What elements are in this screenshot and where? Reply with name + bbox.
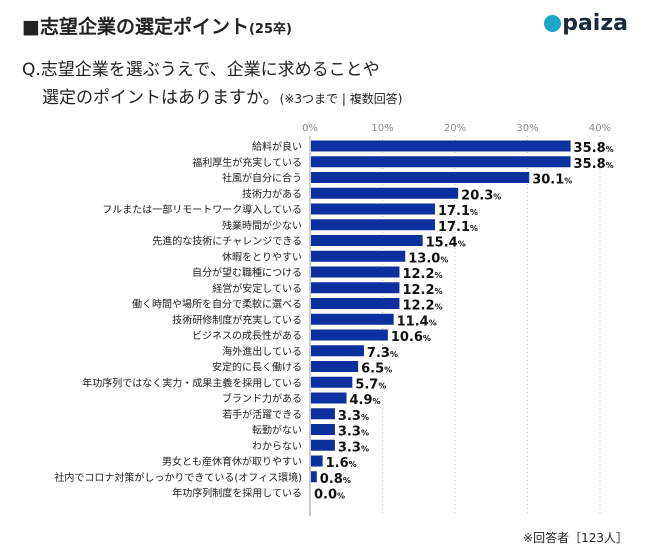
question-line2: 選定のポイントはありますか。 bbox=[42, 88, 280, 108]
paiza-logo: paiza bbox=[544, 11, 628, 36]
bar bbox=[311, 376, 353, 388]
category-label: フルまたは一部リモートワーク導入している bbox=[102, 203, 302, 216]
category-label: 海外進出している bbox=[222, 345, 302, 358]
logo-text: paiza bbox=[562, 11, 628, 36]
bar bbox=[311, 298, 400, 309]
bar bbox=[311, 455, 323, 467]
category-label: 男女とも産休育休が取りやすい bbox=[162, 455, 302, 468]
x-tick-label: 30% bbox=[516, 123, 538, 134]
category-label: 社風が自分に合う bbox=[222, 172, 302, 185]
data-label: 0.8% bbox=[320, 472, 351, 487]
data-label: 10.6% bbox=[391, 330, 431, 345]
data-label: 3.3% bbox=[338, 440, 369, 455]
bar bbox=[311, 219, 435, 231]
bar bbox=[311, 439, 335, 451]
data-label: 17.1% bbox=[438, 204, 478, 219]
x-tick-label: 10% bbox=[371, 123, 393, 134]
category-label: わからない bbox=[252, 440, 302, 452]
category-label: 福利厚生が充実している bbox=[192, 156, 302, 169]
bar bbox=[311, 361, 359, 372]
bar bbox=[311, 329, 388, 341]
chart-title: ■志望企業の選定ポイント(25卒) bbox=[22, 12, 292, 39]
category-label: 先進的な技術にチャレンジできる bbox=[152, 235, 302, 248]
data-label: 6.5% bbox=[361, 362, 392, 377]
category-label: 経営が安定している bbox=[212, 282, 302, 295]
data-label: 17.1% bbox=[438, 220, 478, 235]
bar bbox=[311, 345, 364, 357]
question-line1: Q.志望企業を選ぶうえで、企業に求めることや bbox=[22, 60, 380, 80]
bar bbox=[311, 282, 400, 294]
bar bbox=[311, 313, 394, 325]
category-label: 自分が望む職種につける bbox=[192, 266, 302, 279]
category-label: 働く時間や場所を自分で柔軟に選べる bbox=[132, 298, 302, 311]
x-tick-label: 20% bbox=[444, 123, 466, 134]
category-label: 残業時間が少ない bbox=[222, 219, 302, 232]
category-label: 技術研修制度が充実している bbox=[172, 313, 302, 326]
bar bbox=[311, 203, 435, 215]
data-label: 12.2% bbox=[402, 299, 442, 314]
category-label: 社内でコロナ対策がしっかりできている(オフィス環境) bbox=[54, 471, 302, 484]
x-tick-label: 40% bbox=[589, 123, 611, 134]
question-note: (※3つまで | 複数回答) bbox=[279, 92, 403, 106]
data-label: 4.9% bbox=[350, 393, 381, 408]
category-label: ブランド力がある bbox=[222, 392, 302, 405]
category-label: 転勤がない bbox=[252, 424, 302, 437]
data-label: 12.2% bbox=[402, 267, 442, 282]
data-label: 35.8% bbox=[574, 141, 614, 156]
data-label: 15.4% bbox=[426, 236, 466, 251]
category-label: 技術力がある bbox=[242, 187, 302, 200]
data-label: 30.1% bbox=[532, 173, 572, 188]
title-suffix: (25卒) bbox=[248, 22, 292, 37]
data-label: 12.2% bbox=[402, 283, 442, 298]
bar bbox=[311, 172, 530, 183]
data-label: 7.3% bbox=[367, 346, 398, 361]
data-label: 3.3% bbox=[338, 409, 369, 424]
data-label: 3.3% bbox=[338, 425, 369, 440]
bar bbox=[311, 392, 347, 404]
data-label: 35.8% bbox=[574, 157, 614, 172]
bar bbox=[311, 408, 335, 420]
bar bbox=[311, 471, 317, 483]
title-text: ■志望企業の選定ポイント bbox=[22, 16, 249, 38]
data-label: 13.0% bbox=[408, 251, 448, 266]
bar bbox=[311, 235, 423, 246]
bar bbox=[311, 424, 335, 435]
data-label: 20.3% bbox=[461, 188, 501, 203]
respondents-note: ※回答者［123人］ bbox=[523, 531, 628, 545]
bar bbox=[311, 250, 406, 262]
category-label: 年功序列制度を採用している bbox=[172, 487, 302, 500]
data-label: 1.6% bbox=[326, 456, 357, 471]
data-label: 5.7% bbox=[355, 377, 386, 392]
data-label: 11.4% bbox=[397, 314, 437, 329]
logo-mark-icon bbox=[544, 15, 562, 32]
category-label: 安定的に長く働ける bbox=[212, 361, 302, 374]
bar bbox=[311, 187, 459, 199]
question-line2-wrap: 選定のポイントはありますか。(※3つまで | 複数回答) bbox=[22, 84, 402, 113]
bar bbox=[311, 156, 571, 168]
category-label: ビジネスの成長性がある bbox=[192, 329, 302, 342]
bar bbox=[311, 140, 571, 152]
category-label: 休暇をとりやすい bbox=[222, 251, 302, 263]
x-tick-label: 0% bbox=[302, 123, 318, 134]
question: Q.志望企業を選ぶうえで、企業に求めることや 選定のポイントはありますか。(※3… bbox=[22, 56, 402, 113]
data-label: 0.0% bbox=[314, 488, 345, 503]
category-label: 若手が活躍できる bbox=[222, 408, 302, 421]
category-label: 年功序列ではなく実力・成果主義を採用している bbox=[82, 376, 302, 389]
bar bbox=[311, 266, 400, 278]
category-label: 給料が良い bbox=[252, 140, 302, 153]
